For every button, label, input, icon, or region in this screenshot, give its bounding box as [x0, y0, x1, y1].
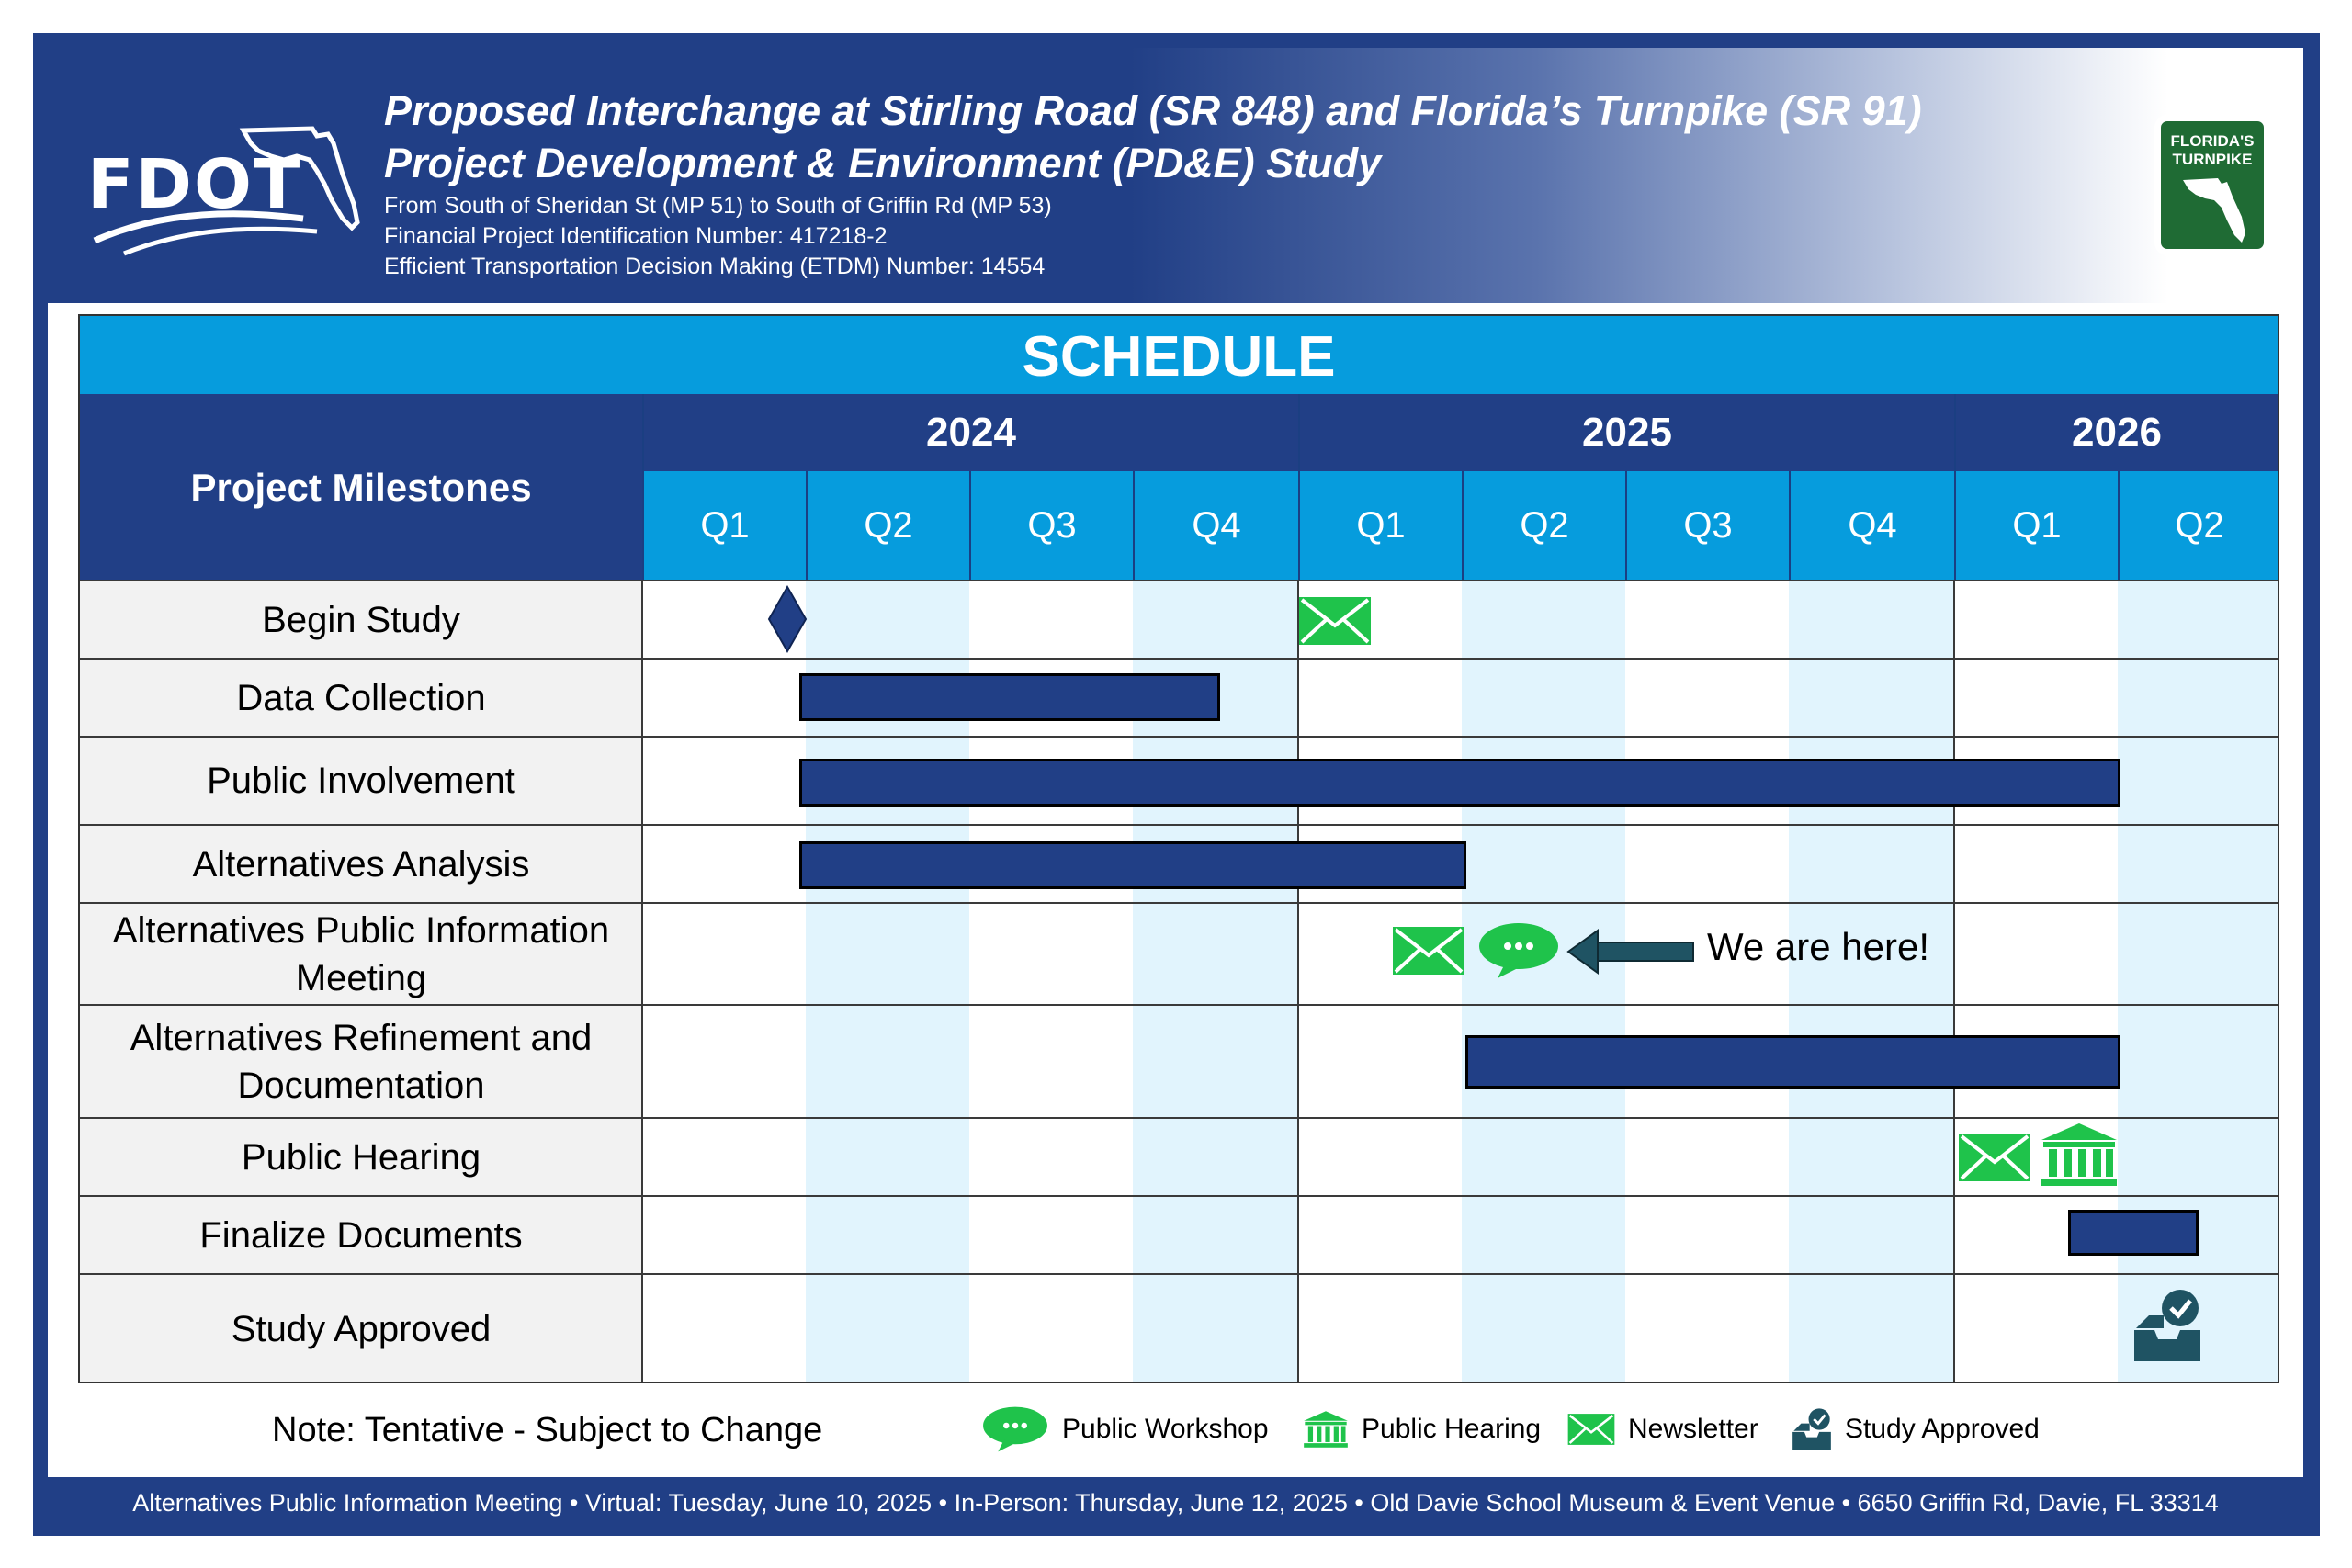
legend-label: Newsletter	[1628, 1414, 1758, 1444]
public-hearing-icon	[1304, 1411, 1348, 1448]
column-shade	[1789, 581, 1954, 1383]
milestones-header: Project Milestones	[78, 394, 642, 581]
quarter-header: Q2	[2118, 471, 2279, 581]
legend-label: Study Approved	[1845, 1414, 2040, 1444]
bar-alternatives-refinement	[1465, 1035, 2120, 1089]
we-are-here-label: We are here!	[1707, 925, 1930, 968]
quarter-header: Q4	[1789, 471, 1954, 581]
milestone-label: Public Involvement	[78, 737, 642, 825]
legend-newsletter: Newsletter	[1567, 1404, 1758, 1455]
newsletter-icon	[1959, 1134, 2030, 1181]
row-divider	[78, 1195, 2279, 1197]
tentative-note: Note: Tentative - Subject to Change	[272, 1411, 823, 1450]
milestone-label: Alternatives Analysis	[78, 825, 642, 903]
florida-outline-icon	[93, 126, 360, 256]
row-divider	[78, 580, 2279, 581]
year-2026-header: 2026	[1954, 394, 2279, 471]
study-approved-icon	[1792, 1408, 1831, 1450]
financial-project-id: Financial Project Identification Number:…	[384, 223, 888, 249]
legend-public-workshop: Public Workshop	[981, 1404, 1269, 1455]
header-banner	[48, 48, 2303, 303]
bar-public-involvement	[799, 759, 2120, 807]
milestone-diamond-icon	[767, 585, 808, 653]
milestone-label: Finalize Documents	[78, 1196, 642, 1274]
etdm-number: Efficient Transportation Decision Making…	[384, 254, 1046, 279]
turnpike-logo-text: FLORIDA'S TURNPIKE	[2170, 132, 2255, 168]
florida-map-icon	[2183, 178, 2245, 243]
public-workshop-icon	[983, 1406, 1047, 1452]
study-approved-icon	[2134, 1290, 2200, 1361]
arrow-left-icon	[1566, 929, 1694, 975]
project-limits: From South of Sheridan St (MP 51) to Sou…	[384, 193, 1052, 219]
quarter-header: Q3	[1625, 471, 1789, 581]
row-divider	[78, 824, 2279, 826]
public-workshop-icon	[1479, 923, 1558, 978]
bar-alternatives-analysis	[799, 841, 1466, 889]
row-divider	[78, 1004, 2279, 1006]
milestone-label: Public Hearing	[78, 1118, 642, 1196]
quarter-header: Q4	[1133, 471, 1298, 581]
newsletter-icon	[1299, 597, 1371, 645]
milestone-label: Study Approved	[78, 1274, 642, 1383]
quarter-header: Q3	[969, 471, 1133, 581]
page-title: Proposed Interchange at Stirling Road (S…	[384, 87, 1922, 134]
row-divider	[78, 658, 2279, 660]
bar-data-collection	[799, 673, 1220, 721]
quarter-header: Q1	[1298, 471, 1462, 581]
column-shade	[2118, 581, 2279, 1383]
milestone-label: Data Collection	[78, 659, 642, 737]
newsletter-icon	[1393, 927, 1464, 975]
quarter-header: Q2	[1462, 471, 1625, 581]
legend-study-approved: Study Approved	[1792, 1404, 2040, 1455]
schedule-title: SCHEDULE	[78, 314, 2279, 394]
row-divider	[78, 736, 2279, 738]
newsletter-icon	[1567, 1414, 1615, 1445]
quarter-header: Q1	[642, 471, 806, 581]
row-divider	[78, 1117, 2279, 1119]
florida-turnpike-logo: FLORIDA'S TURNPIKE	[2154, 115, 2270, 255]
row-divider	[78, 902, 2279, 904]
page-subtitle: Project Development & Environment (PD&E)…	[384, 140, 1382, 186]
bar-finalize-documents	[2068, 1210, 2199, 1256]
column-divider	[1953, 581, 1955, 1383]
column-divider	[641, 581, 643, 1383]
column-divider	[1297, 581, 1299, 1383]
milestone-label: Alternatives Public Information Meeting	[78, 903, 642, 1005]
quarter-header: Q2	[806, 471, 969, 581]
schedule-table: SCHEDULE Project Milestones 2024 2025 20…	[78, 314, 2279, 1383]
year-2024-header: 2024	[642, 394, 1298, 471]
year-2025-header: 2025	[1298, 394, 1954, 471]
fdot-logo: FDOT	[87, 119, 363, 257]
public-hearing-icon	[2041, 1123, 2117, 1186]
footer-meeting-info: Alternatives Public Information Meeting …	[132, 1488, 2219, 1517]
legend-public-hearing: Public Hearing	[1303, 1404, 1541, 1455]
column-shade	[1462, 581, 1625, 1383]
milestone-label: Begin Study	[78, 581, 642, 659]
quarter-header: Q1	[1954, 471, 2118, 581]
row-divider	[78, 1273, 2279, 1275]
milestone-label: Alternatives Refinement and Documentatio…	[78, 1005, 642, 1118]
legend-label: Public Hearing	[1362, 1414, 1542, 1444]
fdot-wordmark: FDOT	[87, 145, 302, 224]
legend-label: Public Workshop	[1062, 1414, 1269, 1444]
